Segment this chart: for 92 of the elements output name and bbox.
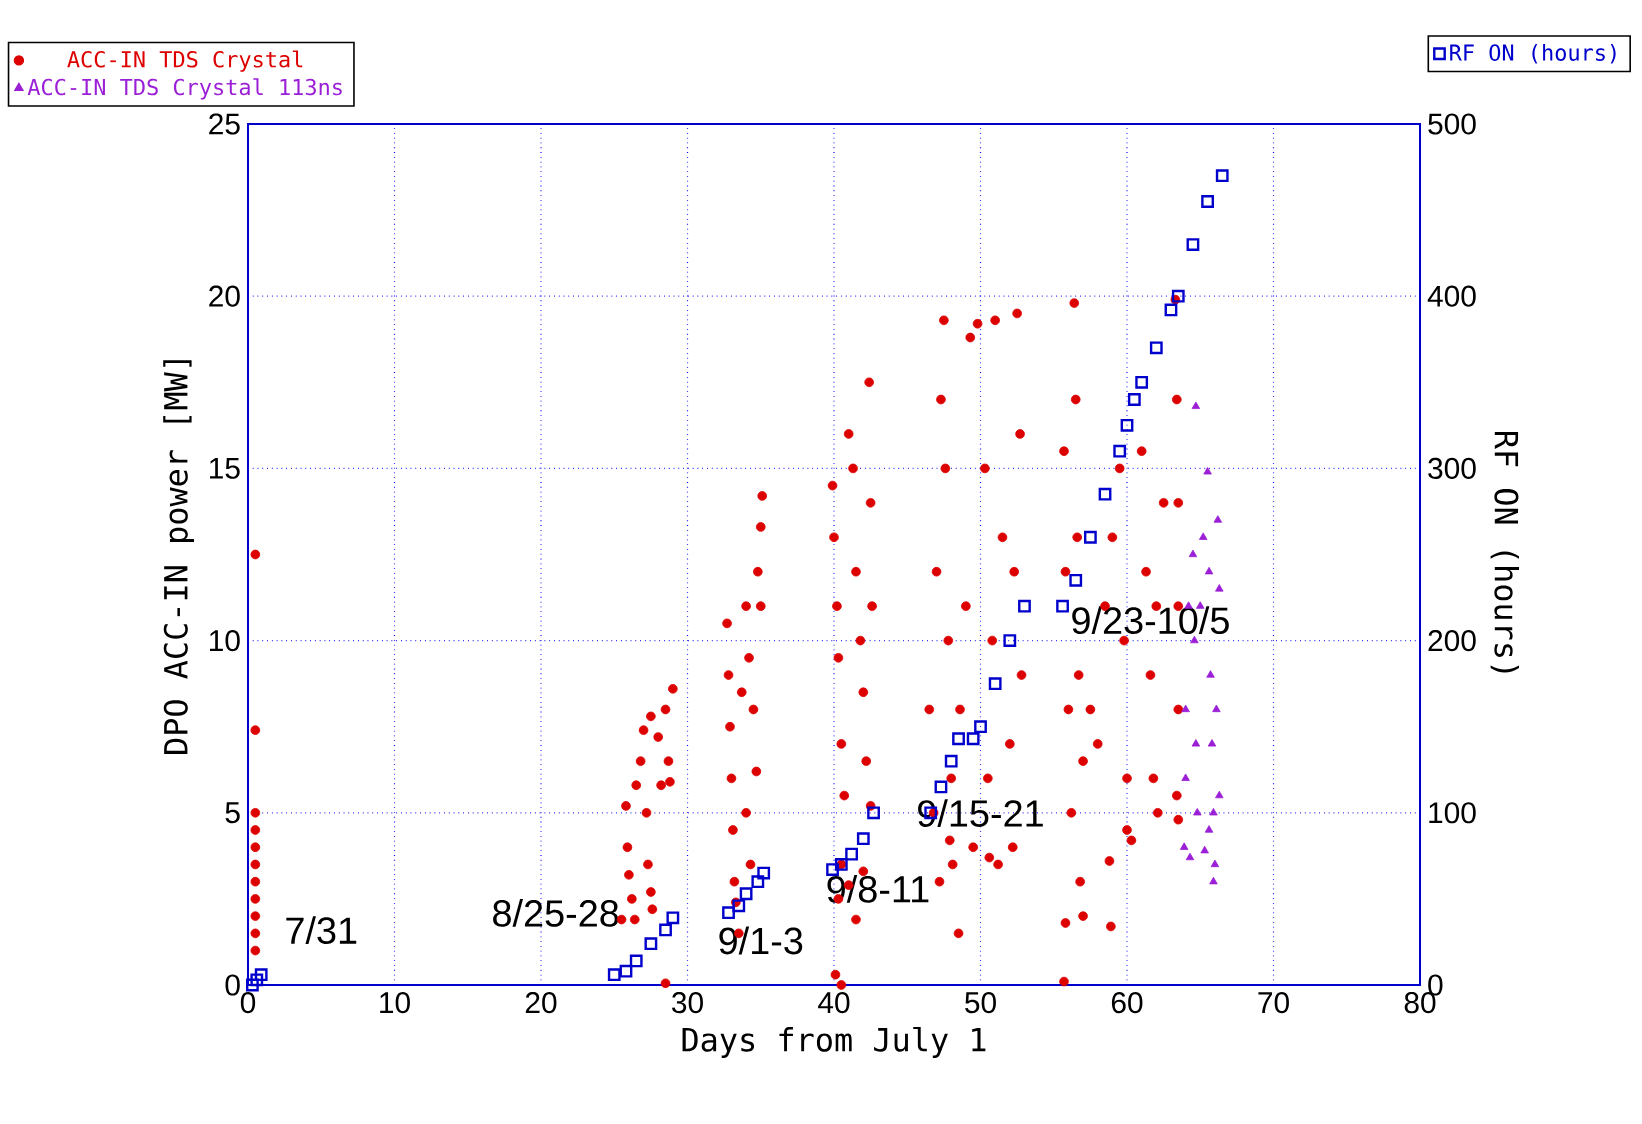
y2-tick-label: 200 [1428,630,1476,652]
x-tick-label: 20 [525,992,557,1014]
point [1203,467,1212,475]
point [722,906,735,920]
point [1198,532,1208,540]
x-tick-label: 60 [1111,992,1143,1014]
point [1215,584,1224,592]
point [757,866,771,880]
point [1179,842,1189,850]
point [1210,859,1220,868]
point [1201,195,1214,208]
point [1149,341,1163,355]
y-tick-label: 15 [210,457,240,479]
point [1206,670,1215,678]
y-tick-label: 20 [209,285,240,307]
point [1098,487,1112,501]
point [1113,444,1127,458]
annotation: 9/23-10/5 [1072,606,1229,635]
point [1204,566,1214,575]
point [1127,393,1141,406]
point [944,754,958,768]
point [1083,530,1097,544]
point [1215,169,1229,183]
point [1207,739,1217,747]
x-tick-label: 40 [818,992,850,1014]
point [607,968,621,982]
point [1018,599,1031,613]
point [867,806,880,820]
y2-tick-label: 300 [1428,457,1476,479]
y2-tick-label: 500 [1428,113,1476,135]
point [739,887,753,901]
point [1164,303,1178,317]
point [1200,845,1209,854]
point [856,832,870,846]
point [1056,599,1069,613]
point [934,780,948,794]
x-tick-label: 0 [240,992,256,1014]
legend-label: RF ON (hours) [1450,43,1616,64]
point [644,937,658,951]
x-tick-label: 50 [965,992,996,1014]
point [629,954,643,968]
x-axis-title: Days from July 1 [682,1026,986,1058]
point [1190,635,1199,644]
point [1120,418,1134,432]
annotation: 9/1-3 [719,926,803,955]
point [966,732,980,746]
x-tick-label: 70 [1258,992,1289,1014]
annotation: 9/15-21 [918,799,1043,827]
point [988,677,1002,691]
point [1181,773,1190,781]
point [1135,375,1149,389]
point [732,899,746,913]
annotation: 7/31 [286,916,357,945]
point [1171,289,1185,303]
point [1191,739,1201,747]
legend-label: ACC-IN TDS Crystal 113ns [27,78,342,100]
point [254,968,268,982]
point [1188,549,1198,558]
point [1069,573,1083,587]
y2-axis-title: RF ON (hours) [1490,431,1520,673]
point [1213,515,1223,523]
legend-label: ACC-IN TDS Crystal [67,50,303,72]
point [1215,790,1224,799]
point [659,923,672,937]
y2-tick-label: 400 [1427,285,1476,307]
point [1212,704,1221,713]
annotation: 9/8-11 [827,874,929,903]
point [1191,401,1201,409]
point [619,964,633,978]
point [1003,634,1017,647]
y-tick-label: 25 [209,113,240,135]
point [1204,825,1214,833]
point [751,875,765,889]
point [666,911,680,925]
point [1209,808,1218,816]
point [1185,852,1195,861]
point [1181,704,1190,713]
annotation: 8/25-28 [493,899,619,927]
y-tick-label: 0 [225,974,240,996]
point [1209,876,1218,885]
point [952,732,965,746]
point [1186,238,1200,251]
x-tick-label: 30 [672,992,703,1014]
y2-tick-label: 100 [1429,802,1476,824]
point [246,978,259,992]
point [1193,808,1202,816]
point [974,720,987,734]
x-tick-label: 10 [380,992,410,1014]
point [845,847,858,861]
y-axis-title: DPO ACC-IN power [MW] [163,360,195,754]
y-tick-label: 5 [225,802,240,824]
y-tick-label: 10 [210,630,240,652]
